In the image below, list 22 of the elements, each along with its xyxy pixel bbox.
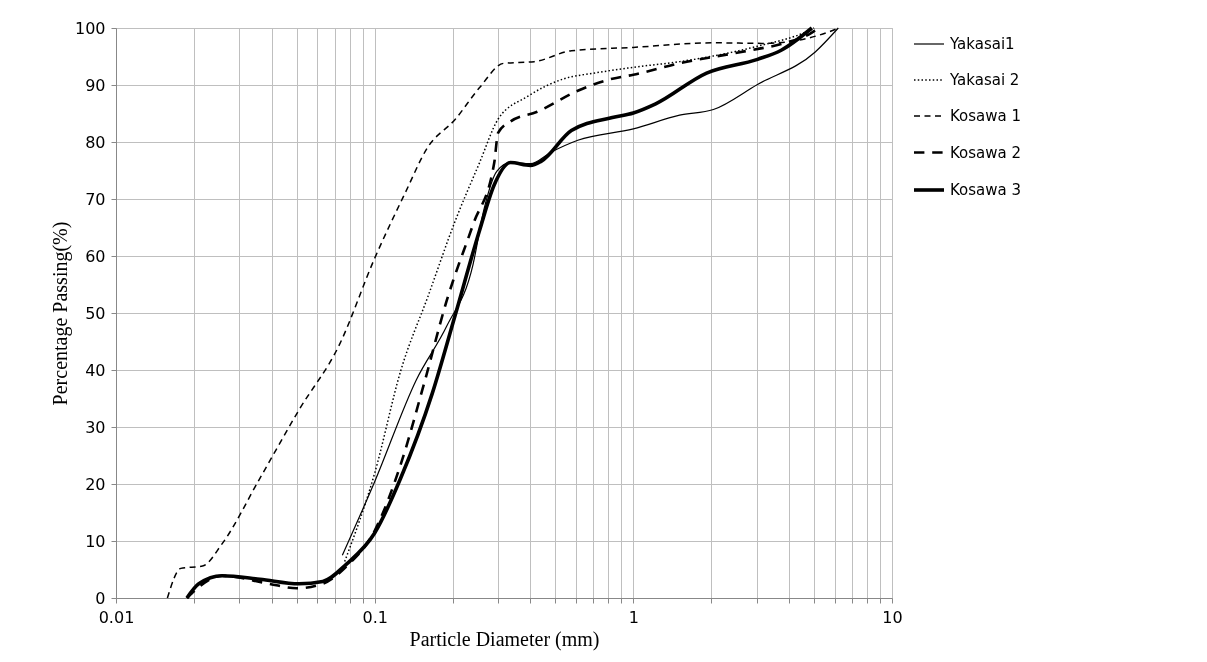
x-tick-label: 1: [628, 607, 639, 627]
y-tick-label: 70: [85, 189, 106, 209]
x-tick-label: 10: [882, 607, 903, 627]
y-tick-label: 100: [74, 18, 106, 38]
x-tick-label: 0.01: [98, 607, 135, 627]
y-tick-label: 80: [85, 132, 106, 152]
y-tick-label: 40: [85, 360, 106, 380]
legend-label: Kosawa 3: [950, 181, 1022, 199]
x-tick-label: 0.1: [362, 607, 388, 627]
y-tick-label: 20: [85, 474, 106, 494]
y-tick-label: 60: [85, 246, 106, 266]
y-tick-label: 10: [85, 531, 106, 551]
legend-label: Yakasai1: [949, 35, 1015, 53]
y-axis-title: Percentage Passing(%): [48, 221, 72, 406]
legend-label: Yakasai 2: [949, 71, 1020, 89]
y-tick-label: 0: [95, 588, 106, 608]
legend-label: Kosawa 1: [950, 107, 1022, 125]
y-tick-label: 90: [85, 75, 106, 95]
y-tick-label: 30: [85, 417, 106, 437]
y-tick-label: 50: [85, 303, 106, 323]
x-axis-title: Particle Diameter (mm): [409, 627, 600, 651]
legend-label: Kosawa 2: [950, 143, 1022, 162]
